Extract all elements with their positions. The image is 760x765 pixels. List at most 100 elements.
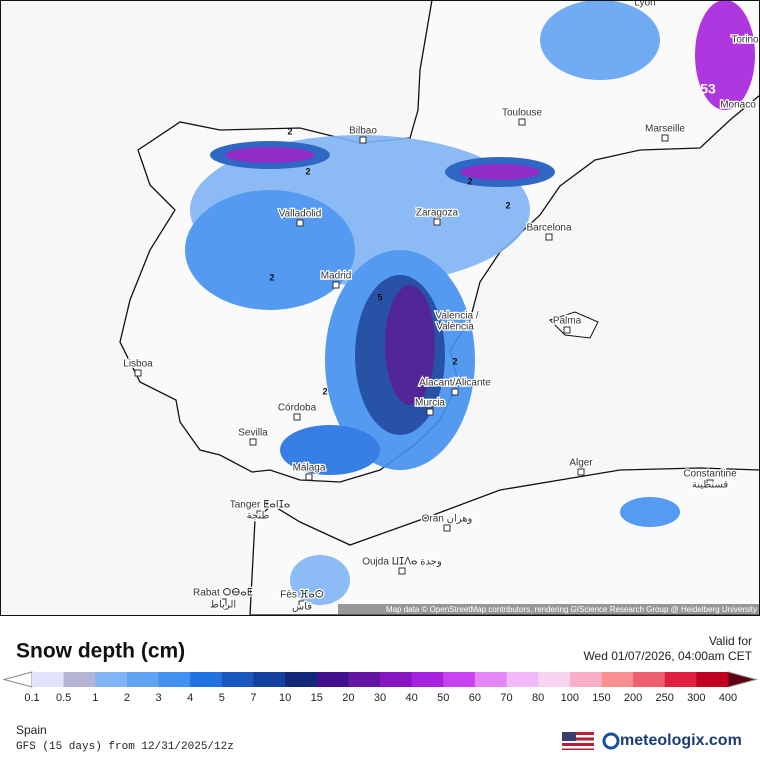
colorbar-label: 1 (92, 692, 98, 704)
city-marker (305, 473, 313, 481)
city-marker (296, 219, 304, 227)
colorbar-swatch (601, 672, 634, 687)
brand[interactable]: meteologix.com (620, 732, 742, 749)
city-marker (298, 600, 306, 608)
colorbar-swatch (569, 672, 602, 687)
city-marker (134, 369, 142, 377)
city-marker (219, 598, 227, 606)
colorbar-label: 4 (187, 692, 193, 704)
contour-label: 2 (467, 176, 472, 186)
colorbar-label: 3 (155, 692, 161, 704)
city-label: Málaga (293, 463, 326, 474)
city-label: Córdoba (278, 403, 317, 414)
city-label: Madrid (321, 271, 352, 282)
snow-area (460, 164, 540, 180)
colorbar-swatch (506, 672, 539, 687)
colorbar-swatch (253, 672, 286, 687)
colorbar-label: 70 (500, 692, 512, 704)
city-marker (451, 388, 459, 396)
colorbar-swatch (633, 672, 666, 687)
city-label: Zaragoza (416, 208, 459, 219)
snow-area (280, 425, 380, 475)
city-marker (433, 218, 441, 226)
colorbar-label: 40 (406, 692, 418, 704)
city-marker (398, 567, 406, 575)
colorbar-swatch (285, 672, 318, 687)
contour-label: 2 (287, 126, 292, 136)
contour-label: 2 (269, 272, 274, 282)
city-label: قسنطينة (692, 480, 729, 491)
colorbar-swatch (411, 672, 444, 687)
colorbar-label: 200 (624, 692, 642, 704)
flag-stripe (562, 740, 594, 743)
colorbar-swatch (221, 672, 254, 687)
city-label: Fès ⴼⴰⵙ (280, 590, 324, 601)
city-marker (426, 408, 434, 416)
colorbar-label: 50 (437, 692, 449, 704)
colorbar-label: 20 (342, 692, 354, 704)
flag-canton (562, 732, 576, 741)
colorbar-swatch (316, 672, 349, 687)
city-label: Palma (553, 316, 582, 327)
city-label: Oran وهران (422, 514, 473, 525)
region: Spain (16, 723, 47, 737)
city-marker (256, 510, 264, 518)
colorbar-swatch (32, 672, 65, 687)
flag-stripe (562, 735, 594, 738)
city-label: Lyon (634, 0, 655, 9)
city-marker (332, 281, 340, 289)
colorbar-swatch (348, 672, 381, 687)
city-label: Valladolid (279, 209, 322, 220)
model-run: GFS (15 days) from 12/31/2025/12z (16, 741, 234, 753)
snow-area (540, 0, 660, 80)
snow-fields (185, 0, 755, 605)
colorbar-swatch (538, 672, 571, 687)
city-label: الرباط (210, 600, 236, 611)
city-label: Murcia (415, 398, 445, 409)
city-label: طنجة (247, 511, 270, 522)
colorbar-swatch (664, 672, 697, 687)
city-label: Sevilla (238, 428, 268, 439)
contour-label: 2 (322, 386, 327, 396)
contour-label: 53 (700, 81, 716, 97)
city-label: Constantine (683, 469, 737, 480)
colorbar-label: 15 (311, 692, 323, 704)
city-label: Alacant/Alicante (419, 378, 491, 389)
city-label: Marseille (645, 124, 685, 135)
city-label: Torino (731, 35, 759, 46)
valid-label: Valid for (709, 634, 752, 648)
contour-label: 2 (505, 200, 510, 210)
city-marker (359, 136, 367, 144)
snow-area (185, 190, 355, 310)
city-label: Monaco (720, 100, 756, 111)
colorbar-swatch (696, 672, 729, 687)
city-label: Lisboa (123, 359, 153, 370)
city-marker (443, 524, 451, 532)
city-marker (563, 326, 571, 334)
snow-area (290, 555, 350, 605)
mallorca (549, 311, 599, 339)
city-marker (661, 134, 669, 142)
colorbar-label: 5 (219, 692, 225, 704)
colorbar-label: 300 (687, 692, 705, 704)
colorbar-swatch (474, 672, 508, 687)
colorbar-label: 30 (374, 692, 386, 704)
attribution: Map data © OpenStreetMap contributors, r… (386, 605, 757, 614)
valid-time: Wed 01/07/2026, 04:00am CET (583, 649, 752, 663)
colorbar-label: 80 (532, 692, 544, 704)
colorbar-swatch (126, 672, 160, 687)
city-marker (518, 118, 526, 126)
colorbar-swatch (95, 672, 128, 687)
city-marker (577, 468, 585, 476)
city-labels: Lyon Torino Toulouse Bilbao Marseille Monaco Z… (122, 0, 760, 614)
colorbar-label: 60 (469, 692, 481, 704)
colorbar-swatch (190, 672, 223, 687)
colorbar-swatch (158, 672, 191, 687)
brand-logo (602, 732, 620, 750)
contour-label: 5 (377, 292, 382, 302)
map: Lyon Torino Toulouse Bilbao Marseille Monaco Z… (0, 0, 760, 616)
colorbar-label: 2 (124, 692, 130, 704)
city-marker (249, 438, 257, 446)
snow-area (695, 0, 755, 110)
